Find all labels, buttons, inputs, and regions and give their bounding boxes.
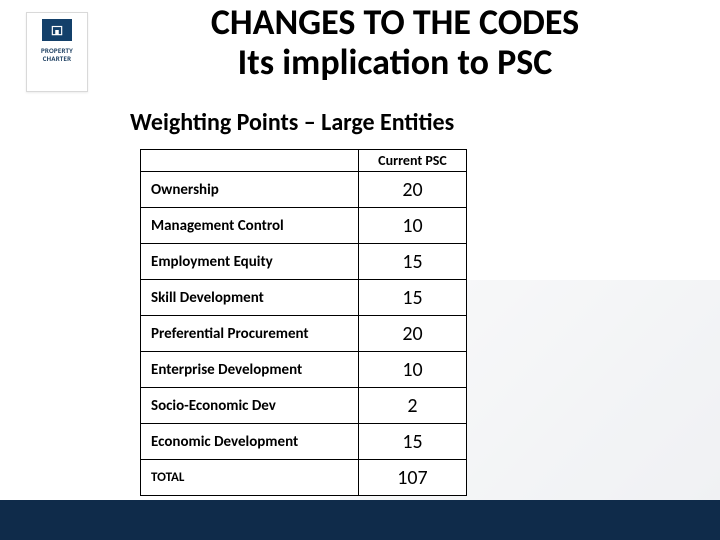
table-header-row: Current PSC xyxy=(141,150,467,172)
table-row: Ownership 20 xyxy=(141,172,467,208)
row-label: Ownership xyxy=(141,172,359,208)
title-line-2: Its implication to PSC xyxy=(110,42,680,82)
row-value: 15 xyxy=(359,244,467,280)
row-value: 15 xyxy=(359,424,467,460)
row-value: 2 xyxy=(359,388,467,424)
table-row: Socio-Economic Dev 2 xyxy=(141,388,467,424)
table-row-total: TOTAL 107 xyxy=(141,460,467,496)
row-label-total: TOTAL xyxy=(141,460,359,496)
row-value-total: 107 xyxy=(359,460,467,496)
table-row: Skill Development 15 xyxy=(141,280,467,316)
logo-mark xyxy=(42,19,72,41)
row-value: 10 xyxy=(359,352,467,388)
table-row: Economic Development 15 xyxy=(141,424,467,460)
row-label: Employment Equity xyxy=(141,244,359,280)
bottom-bar xyxy=(0,500,720,540)
row-label: Preferential Procurement xyxy=(141,316,359,352)
table-row: Preferential Procurement 20 xyxy=(141,316,467,352)
title-line-1: CHANGES TO THE CODES xyxy=(110,2,680,42)
logo-line2: CHARTER xyxy=(43,54,71,63)
row-label: Management Control xyxy=(141,208,359,244)
row-label: Economic Development xyxy=(141,424,359,460)
header-blank xyxy=(141,150,359,172)
table-row: Employment Equity 15 xyxy=(141,244,467,280)
row-value: 20 xyxy=(359,172,467,208)
row-value: 20 xyxy=(359,316,467,352)
table-body: Ownership 20 Management Control 10 Emplo… xyxy=(141,172,467,496)
row-value: 15 xyxy=(359,280,467,316)
row-value: 10 xyxy=(359,208,467,244)
header-current-psc: Current PSC xyxy=(359,150,467,172)
row-label: Enterprise Development xyxy=(141,352,359,388)
table-row: Enterprise Development 10 xyxy=(141,352,467,388)
row-label: Socio-Economic Dev xyxy=(141,388,359,424)
weighting-table: Current PSC Ownership 20 Management Cont… xyxy=(140,149,467,496)
row-label: Skill Development xyxy=(141,280,359,316)
building-icon xyxy=(50,23,64,37)
property-charter-logo: PROPERTY CHARTER xyxy=(26,12,88,92)
slide-subtitle: Weighting Points – Large Entities xyxy=(130,108,454,137)
slide: PROPERTY CHARTER CHANGES TO THE CODES It… xyxy=(0,0,720,540)
table-row: Management Control 10 xyxy=(141,208,467,244)
logo-text: PROPERTY CHARTER xyxy=(41,47,73,63)
slide-title: CHANGES TO THE CODES Its implication to … xyxy=(110,2,680,83)
